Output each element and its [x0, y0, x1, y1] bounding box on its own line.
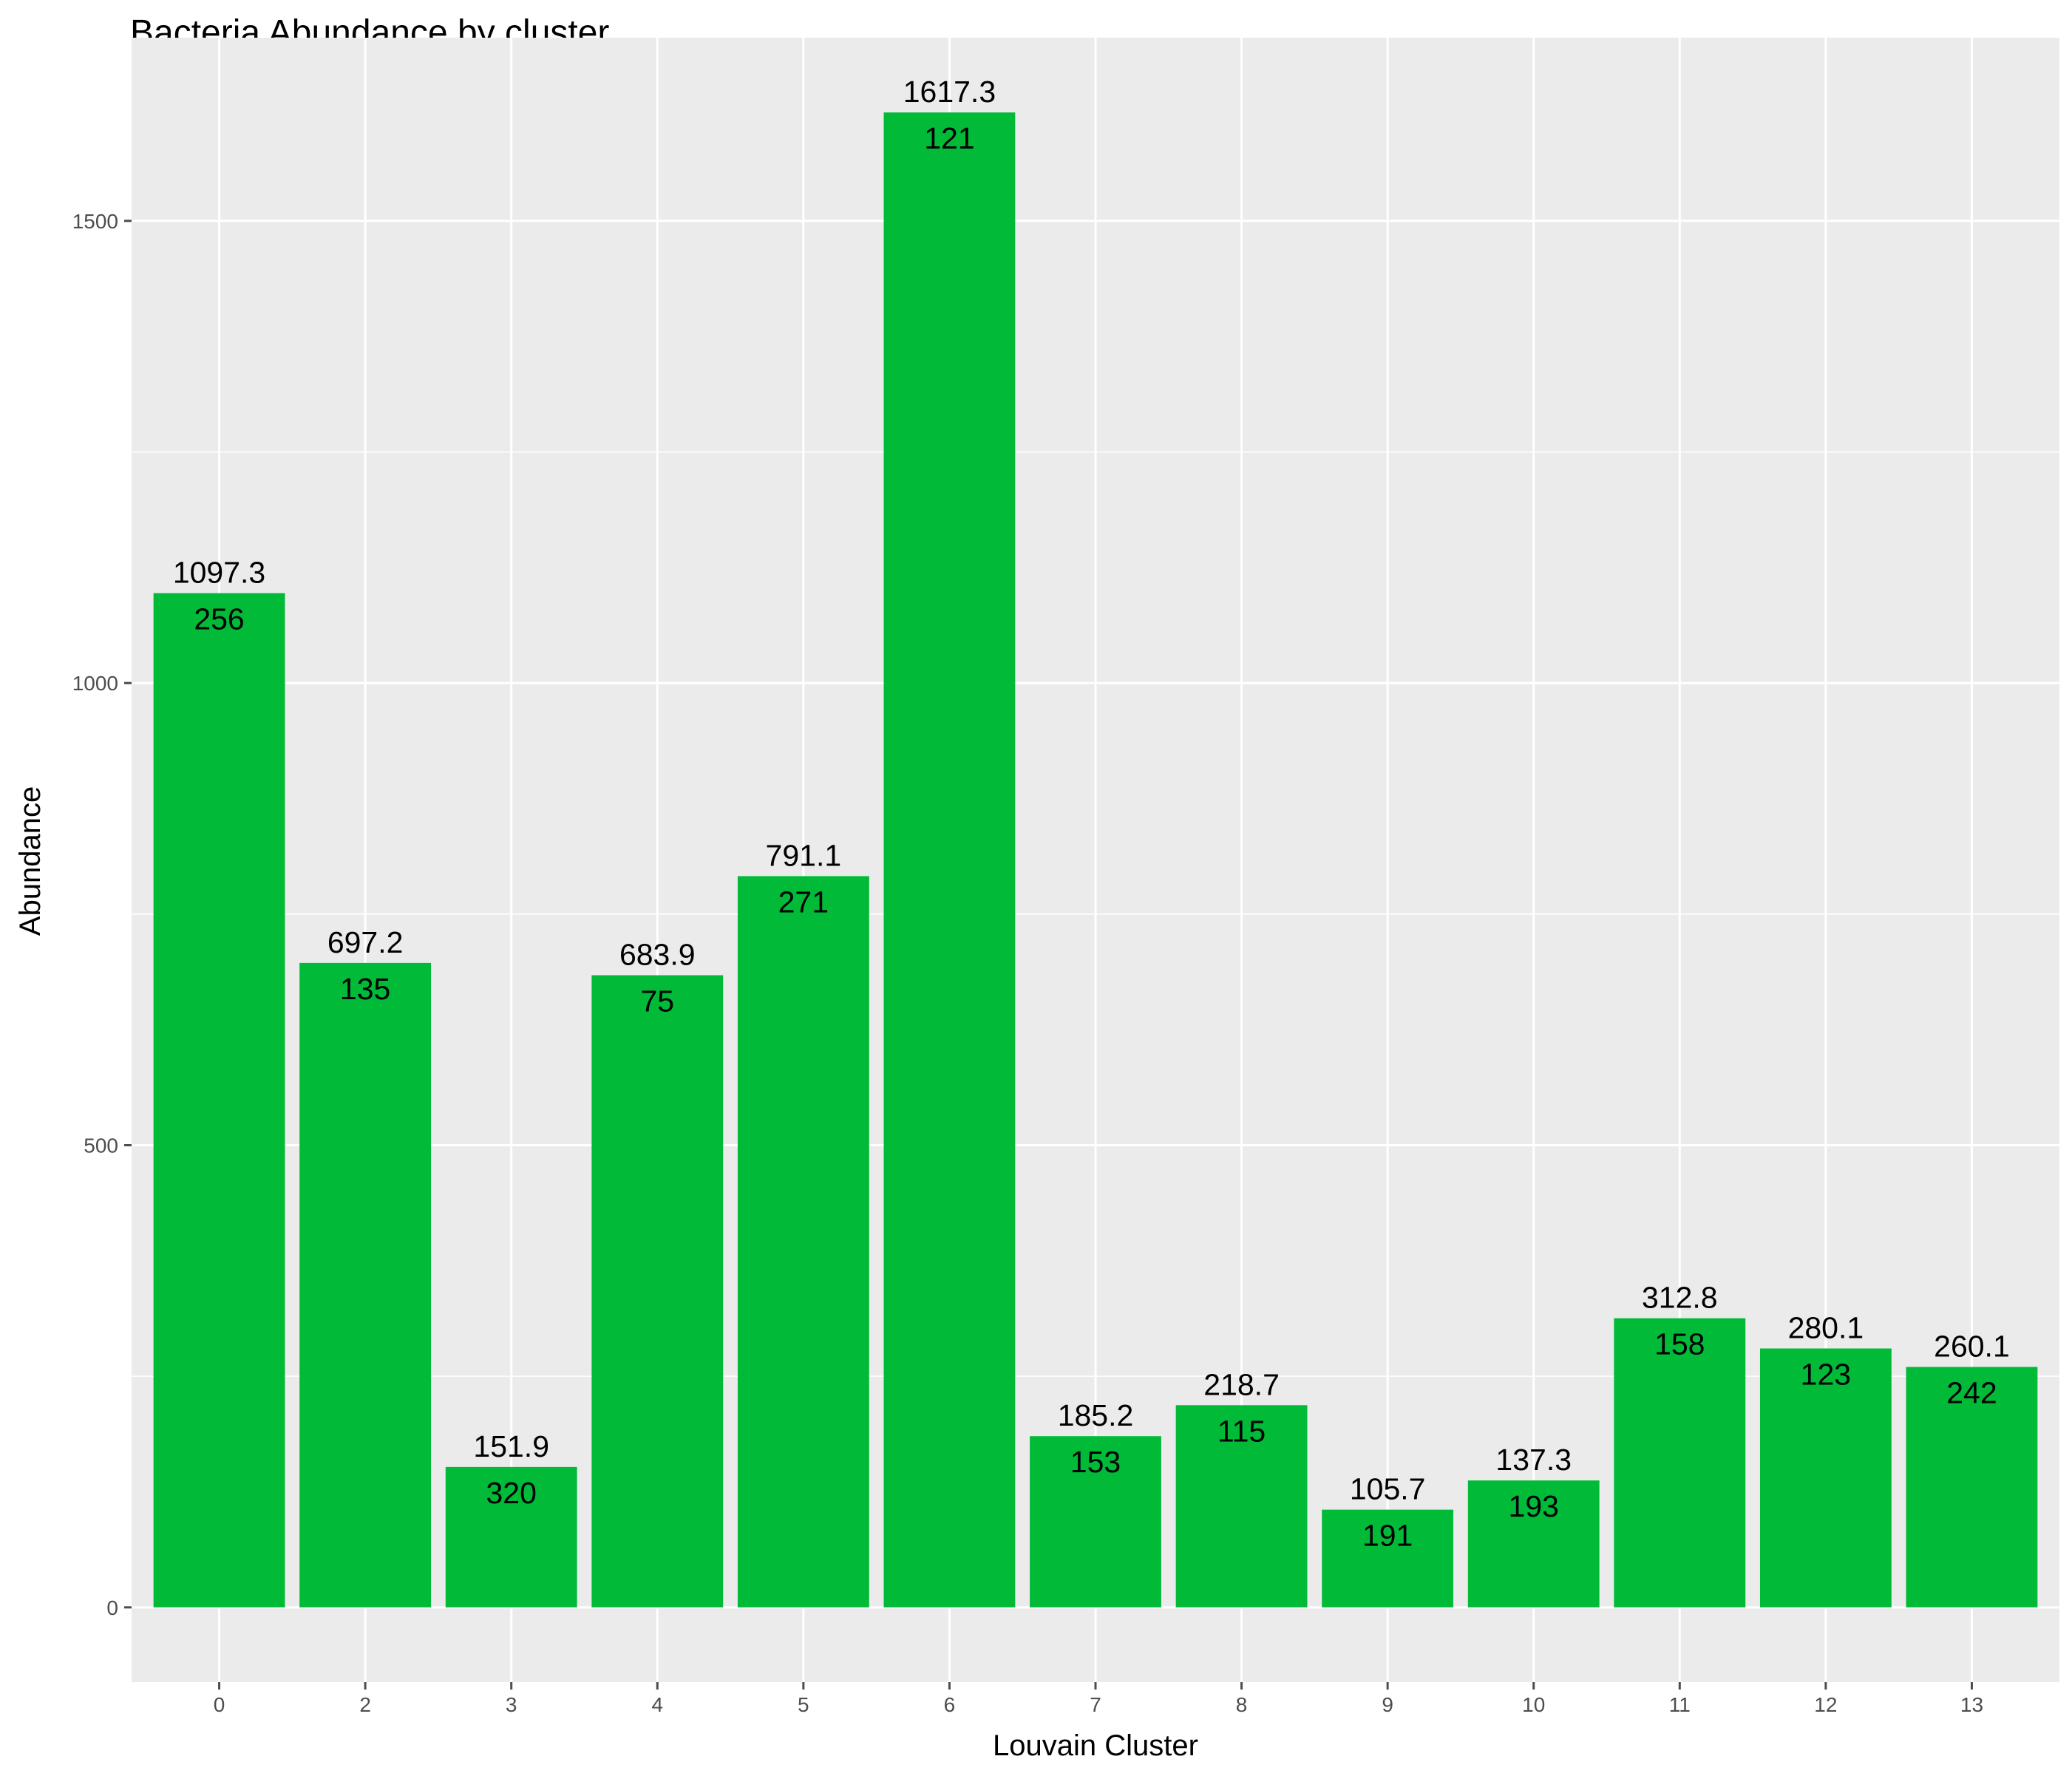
value-label: 260.1 — [1934, 1330, 2010, 1364]
value-label: 185.2 — [1058, 1398, 1134, 1432]
x-tick-label: 8 — [1236, 1693, 1248, 1716]
count-label: 242 — [1946, 1376, 1997, 1410]
value-label: 151.9 — [473, 1429, 549, 1463]
bar — [299, 962, 432, 1607]
count-label: 115 — [1217, 1414, 1266, 1448]
bar — [591, 975, 724, 1607]
x-tick-label: 2 — [359, 1693, 371, 1716]
bars — [153, 112, 2038, 1607]
count-label: 193 — [1509, 1489, 1559, 1523]
count-label: 158 — [1654, 1327, 1705, 1361]
value-label: 280.1 — [1788, 1311, 1864, 1345]
count-label: 123 — [1801, 1358, 1851, 1392]
value-label: 137.3 — [1495, 1443, 1572, 1477]
x-axis: 0 2 3 4 5 6 7 8 9 10 11 12 13 — [214, 1682, 1983, 1716]
x-tick-label: 7 — [1090, 1693, 1101, 1716]
value-label: 218.7 — [1203, 1367, 1280, 1401]
count-label: 271 — [778, 885, 829, 919]
value-label: 683.9 — [619, 938, 696, 972]
bar — [153, 593, 285, 1607]
count-label: 153 — [1070, 1445, 1121, 1479]
value-label: 697.2 — [327, 925, 404, 959]
y-tick-label: 0 — [106, 1596, 118, 1619]
value-label: 1097.3 — [173, 556, 265, 590]
bar — [1759, 1348, 1892, 1607]
x-tick-label: 11 — [1669, 1693, 1691, 1716]
bar-labels: 1097.3 256 697.2 135 151.9 320 683.9 75 791.1 271… — [173, 75, 2010, 1552]
x-tick-label: 5 — [798, 1693, 809, 1716]
bar — [445, 1466, 577, 1607]
x-tick-label: 10 — [1522, 1693, 1545, 1716]
bar — [1175, 1405, 1308, 1607]
x-tick-label: 12 — [1814, 1693, 1837, 1716]
count-label: 256 — [194, 602, 244, 636]
bar — [737, 876, 869, 1607]
x-tick-label: 13 — [1960, 1693, 1983, 1716]
count-label: 135 — [340, 972, 390, 1006]
y-axis: 0 500 1000 1500 — [72, 210, 132, 1619]
x-tick-label: 3 — [506, 1693, 517, 1716]
bar — [1906, 1367, 2038, 1607]
y-axis-title: Abundance — [14, 786, 47, 936]
bar — [1322, 1509, 1454, 1607]
x-tick-label: 9 — [1382, 1693, 1393, 1716]
count-label: 75 — [640, 984, 674, 1018]
x-tick-label: 4 — [651, 1693, 663, 1716]
x-tick-label: 6 — [944, 1693, 956, 1716]
bar — [1614, 1318, 1746, 1607]
y-tick-label: 1500 — [72, 210, 118, 233]
value-label: 105.7 — [1350, 1472, 1426, 1506]
bar — [883, 112, 1016, 1607]
count-label: 121 — [924, 121, 974, 155]
count-label: 320 — [486, 1476, 536, 1510]
y-tick-label: 500 — [84, 1134, 118, 1157]
x-tick-label: 0 — [214, 1693, 225, 1716]
value-label: 791.1 — [766, 838, 842, 872]
value-label: 1617.3 — [903, 75, 996, 109]
value-label: 312.8 — [1642, 1281, 1718, 1315]
y-tick-label: 1000 — [72, 672, 118, 695]
x-axis-title: Louvain Cluster — [993, 1729, 1198, 1762]
bar — [1467, 1480, 1600, 1607]
bar — [1030, 1436, 1161, 1607]
count-label: 191 — [1362, 1519, 1413, 1553]
